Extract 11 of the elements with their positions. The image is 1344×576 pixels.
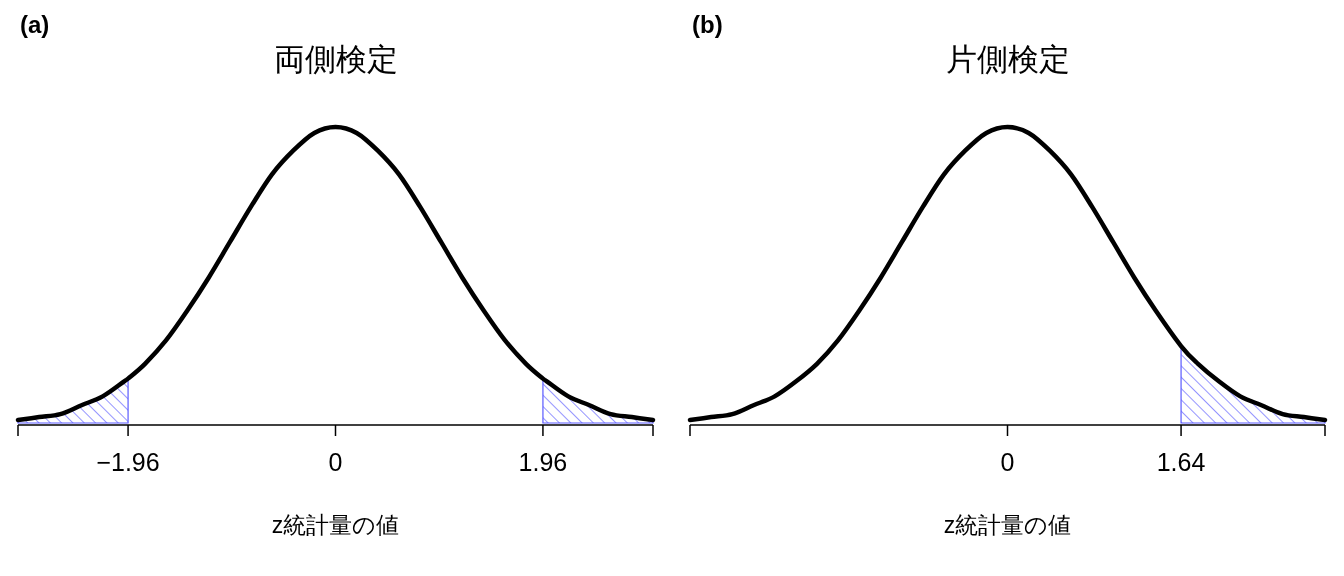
x-tick-label: 0 — [328, 448, 343, 476]
chart-title: 片側検定 — [945, 42, 1070, 77]
x-tick-label: −1.96 — [96, 448, 160, 476]
x-tick-label: 1.64 — [1156, 448, 1206, 476]
x-tick-label: 1.96 — [518, 448, 568, 476]
x-axis-title: z統計量の値 — [943, 512, 1072, 538]
chart-title: 両側検定 — [273, 42, 398, 77]
x-tick-label: 0 — [1000, 448, 1015, 476]
text: (b) — [692, 11, 723, 38]
x-axis-title: z統計量の値 — [271, 512, 400, 538]
text: (a) — [20, 11, 50, 38]
